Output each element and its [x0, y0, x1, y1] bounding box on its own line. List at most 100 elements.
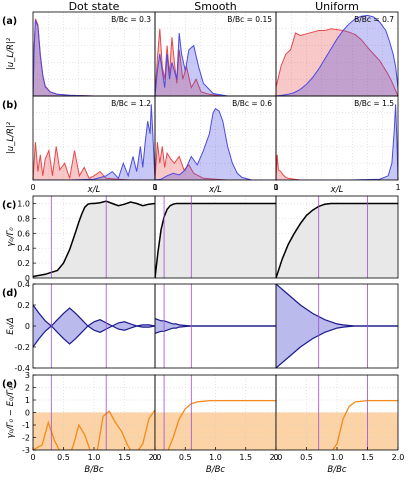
y-tick-label: 2	[25, 384, 30, 393]
series-line	[155, 142, 276, 180]
series-line	[276, 154, 398, 180]
series-area	[33, 305, 155, 347]
plot-area	[33, 12, 155, 96]
y-axis-label: |u_L/R|²	[6, 37, 16, 70]
x-tick-label: 1	[395, 183, 400, 192]
subplot: -3 -2 -1 0 1 2 3 0 0.5 1.0 1.5 2.0 B/Bc	[22, 371, 161, 475]
x-tick-label: 1	[273, 183, 278, 192]
x-tick-label: 0	[30, 453, 35, 462]
series-line	[155, 325, 276, 334]
series-area	[276, 28, 398, 96]
series-line	[33, 142, 155, 180]
series-line	[33, 325, 155, 348]
y-tick-label: 0.4	[17, 244, 30, 253]
series-area	[33, 20, 155, 96]
series-area	[155, 108, 276, 180]
x-axis-label: B/Bc	[327, 465, 347, 475]
subplot	[275, 195, 399, 279]
y-axis-label: γ₀/Γ₀	[6, 227, 16, 247]
x-tick-label: 1.5	[361, 453, 374, 462]
plot-area	[276, 96, 398, 180]
subplot: 0 0.5 1.0 1.5 2.0 B/Bc	[152, 374, 283, 475]
series-area	[155, 318, 276, 334]
subplot: B/Bc = 1.20 1x/L	[30, 95, 158, 195]
y-tick-label: 0.2	[17, 301, 30, 310]
shaded-region	[33, 412, 155, 450]
x-tick-label: 0	[273, 453, 278, 462]
column-title: Smooth	[194, 0, 236, 13]
y-tick-label: 0.2	[17, 259, 30, 268]
x-tick-label: 1.0	[209, 453, 222, 462]
series-area	[276, 154, 398, 180]
x-tick-label: 1	[152, 183, 157, 192]
axes-frame	[275, 283, 399, 369]
series-area	[33, 142, 155, 180]
subplot: B/Bc = 0.60 1x/L	[152, 95, 279, 195]
y-tick-label: -0.4	[14, 364, 30, 373]
series-area	[33, 201, 155, 278]
series-area	[155, 203, 276, 278]
y-tick-label: 0	[25, 322, 30, 331]
subplot: B/Bc = 0.3	[32, 11, 156, 97]
panel-label: (a)	[2, 16, 17, 27]
series-line	[276, 14, 398, 96]
subplot: 0 0.5 1.0 1.5 2.0 B/Bc	[273, 374, 404, 475]
column-title: Dot state	[69, 0, 120, 13]
series-line	[155, 28, 276, 96]
x-tick-label: 0	[30, 183, 35, 192]
field-annotation: B/Bc = 0.6	[232, 99, 272, 108]
plot-area	[33, 375, 155, 450]
series-line	[276, 325, 398, 368]
subplot: B/Bc = 1.50 1x/L	[273, 95, 401, 195]
x-axis-label: B/Bc	[206, 465, 226, 475]
series-area	[33, 18, 155, 96]
y-tick-label: -1	[22, 421, 30, 430]
x-tick-label: 0	[152, 183, 157, 192]
y-tick-label: 0.8	[17, 214, 30, 223]
y-tick-label: 0	[25, 409, 30, 418]
y-tick-label: 1.0	[17, 199, 30, 208]
y-tick-label: 0.4	[17, 280, 30, 289]
y-axis-label: γ₀/Γ₀ − E₀/Γ₀	[6, 386, 16, 438]
x-tick-label: 2.0	[270, 453, 283, 462]
series-line	[276, 202, 398, 278]
y-tick-label: 0.6	[17, 229, 30, 238]
subplot	[275, 283, 399, 369]
subplot: 0 0.2 0.4 0.6 0.8 1.0	[17, 195, 156, 283]
plot-area	[276, 375, 398, 450]
series-area	[33, 104, 155, 180]
y-tick-label: -3	[22, 446, 30, 455]
series-area	[276, 203, 398, 278]
series-area	[155, 33, 276, 96]
series-line	[33, 20, 155, 96]
panel-label: (c)	[2, 200, 16, 211]
x-axis-label: B/Bc	[84, 465, 104, 475]
series-line	[155, 32, 276, 96]
x-tick-label: 1.5	[239, 453, 252, 462]
plot-area	[33, 196, 155, 278]
x-tick-label: 0.5	[57, 453, 70, 462]
x-tick-label: 0	[273, 183, 278, 192]
y-tick-label: -0.2	[14, 343, 30, 352]
series-area	[276, 284, 398, 368]
plot-area	[33, 96, 155, 180]
series-line	[155, 202, 276, 278]
field-annotation: B/Bc = 0.3	[111, 15, 151, 24]
plot-area	[276, 196, 398, 278]
plot-area	[155, 284, 276, 368]
x-tick-label: 0.5	[179, 453, 192, 462]
series-line	[33, 409, 155, 450]
y-tick-label: 3	[25, 371, 30, 380]
series-line	[33, 104, 155, 180]
subplot: B/Bc = 0.15	[154, 11, 277, 97]
plot-area	[33, 284, 155, 368]
column-title: Uniform	[315, 0, 359, 13]
series-area	[155, 28, 276, 96]
y-axis-label: E₀/Δ	[6, 317, 16, 335]
series-line	[331, 399, 398, 450]
plot-area	[155, 12, 276, 96]
panel-label: (b)	[2, 100, 17, 111]
y-tick-label: 1	[25, 396, 30, 405]
panel-label: (d)	[2, 288, 17, 299]
plot-area	[276, 284, 398, 368]
